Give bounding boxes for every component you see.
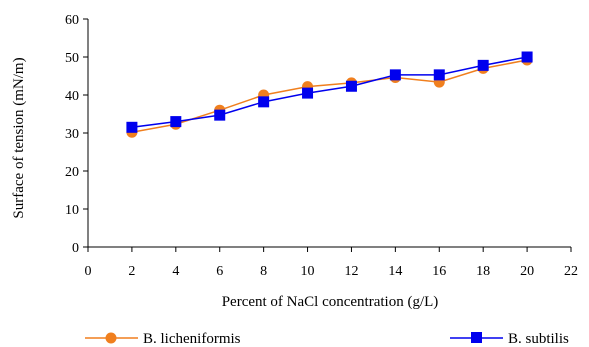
series-line-licheniformis bbox=[131, 59, 528, 133]
legend-item-subtilis: B. subtilis bbox=[450, 331, 569, 347]
series-subtilis bbox=[126, 51, 533, 133]
data-point-subtilis bbox=[258, 96, 270, 108]
x-tick-label: 16 bbox=[432, 264, 446, 279]
x-tick-label: 2 bbox=[128, 264, 135, 279]
legend-marker-subtilis bbox=[471, 332, 482, 343]
legend-label-licheniformis: B. licheniformis bbox=[143, 331, 241, 347]
data-point-subtilis bbox=[302, 87, 314, 99]
y-tick-label: 0 bbox=[72, 241, 79, 256]
x-tick-label: 10 bbox=[301, 264, 315, 279]
x-axis-title: Percent of NaCl concentration (g/L) bbox=[222, 294, 439, 310]
x-tick-label: 6 bbox=[216, 264, 223, 279]
data-point-subtilis bbox=[521, 51, 533, 63]
y-tick-label: 30 bbox=[65, 127, 79, 142]
legend-label-subtilis: B. subtilis bbox=[508, 331, 569, 347]
series-layer bbox=[126, 51, 533, 138]
x-tick-label: 12 bbox=[344, 264, 358, 279]
y-tick-label: 10 bbox=[65, 203, 79, 218]
data-point-subtilis bbox=[170, 116, 182, 128]
series-line-subtilis bbox=[131, 56, 528, 129]
data-point-subtilis bbox=[126, 121, 138, 133]
y-axis-title: Surface of tension (mN/m) bbox=[11, 57, 27, 218]
data-point-subtilis bbox=[389, 69, 401, 81]
y-tick-label: 40 bbox=[65, 89, 79, 104]
x-tick-label: 0 bbox=[85, 264, 92, 279]
x-tick-label: 22 bbox=[564, 264, 578, 279]
y-tick-label: 60 bbox=[65, 13, 79, 28]
x-ticks: 0 2 4 6 8 10 12 14 16 18 20 22 bbox=[85, 247, 578, 279]
legend-marker-licheniformis bbox=[105, 332, 117, 344]
x-tick-label: 18 bbox=[476, 264, 490, 279]
y-tick-label: 20 bbox=[65, 165, 79, 180]
legend: B. licheniformis B. subtilis bbox=[85, 331, 569, 347]
x-tick-label: 8 bbox=[260, 264, 267, 279]
data-point-subtilis bbox=[345, 80, 357, 92]
x-tick-label: 4 bbox=[172, 264, 179, 279]
x-tick-label: 20 bbox=[520, 264, 534, 279]
y-ticks: 0 10 20 30 40 50 60 bbox=[65, 13, 88, 256]
axes bbox=[87, 19, 571, 248]
y-tick-label: 50 bbox=[65, 51, 79, 66]
x-tick-label: 14 bbox=[388, 264, 402, 279]
data-point-subtilis bbox=[433, 69, 445, 81]
data-point-subtilis bbox=[477, 59, 489, 71]
legend-item-licheniformis: B. licheniformis bbox=[85, 331, 241, 347]
series-licheniformis bbox=[126, 54, 533, 138]
data-point-subtilis bbox=[214, 109, 226, 121]
